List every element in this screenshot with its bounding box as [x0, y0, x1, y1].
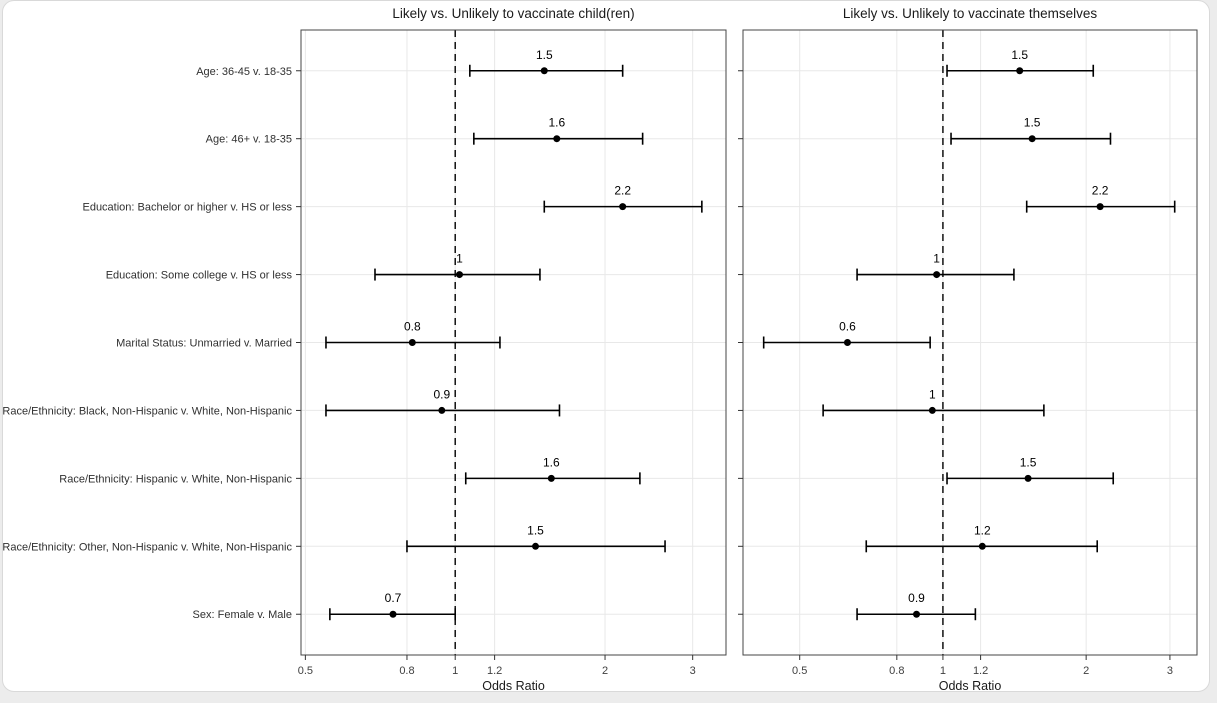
x-axis-title: Odds Ratio — [482, 679, 545, 693]
x-tick-label: 1.2 — [487, 665, 502, 677]
or-point — [540, 67, 548, 75]
panel-title-vaccinate-themselves: Likely vs. Unlikely to vaccinate themsel… — [842, 6, 1098, 21]
estimate-row: 1.5 — [469, 48, 624, 77]
or-point — [928, 406, 936, 414]
or-point — [547, 474, 555, 482]
estimate-row: 1 — [822, 387, 1045, 417]
estimate-row: 0.9 — [325, 387, 561, 417]
panel-title-vaccinate-children: Likely vs. Unlikely to vaccinate child(r… — [392, 6, 635, 21]
estimate-row: 1.5 — [406, 523, 666, 553]
estimate-row: 1.2 — [865, 523, 1099, 553]
estimate-row: 1 — [374, 252, 541, 281]
or-point — [1016, 67, 1024, 75]
category-label: Age: 36-45 v. 18-35 — [196, 66, 292, 78]
estimate-row: 1.5 — [946, 48, 1095, 77]
estimate-row: 0.8 — [325, 320, 501, 349]
or-value-label: 1 — [929, 387, 936, 401]
x-tick-label: 3 — [690, 665, 696, 677]
or-value-label: 0.9 — [908, 591, 925, 605]
or-value-label: 1.5 — [536, 48, 553, 62]
estimate-row: 2.2 — [1025, 184, 1176, 213]
or-value-label: 1.6 — [548, 116, 565, 130]
or-point — [1024, 474, 1032, 482]
x-axis-title: Odds Ratio — [939, 679, 1002, 693]
x-tick-label: 3 — [1167, 665, 1173, 677]
panel-1: 1.5 1.5 2.2 1 0.6 1 1.5 1.2 0.9 0.5 0.8 1 1.2 2 3 Odds … — [738, 29, 1198, 693]
or-point — [438, 406, 446, 414]
or-point — [978, 542, 986, 550]
category-label: Race/Ethnicity: Hispanic v. White, Non-H… — [59, 473, 292, 485]
category-label: Age: 46+ v. 18-35 — [206, 134, 292, 146]
or-point — [408, 339, 416, 346]
or-value-label: 1.6 — [543, 455, 560, 469]
or-point — [843, 339, 851, 346]
category-label: Race/Ethnicity: Other, Non-Hispanic v. W… — [2, 541, 292, 553]
y-axis-labels: Age: 36-45 v. 18-35 Age: 46+ v. 18-35 Educ… — [2, 66, 292, 621]
or-value-label: 2.2 — [614, 184, 631, 198]
estimate-row: 1.5 — [946, 455, 1115, 485]
estimate-row: 1 — [856, 252, 1015, 281]
estimate-row: 2.2 — [543, 184, 703, 213]
panel-0: 1.5 1.6 2.2 1 0.8 0.9 1.6 1.5 0.7 0.5 0.8 1 1.2 2 3 Odd… — [2, 29, 727, 693]
or-point — [455, 271, 463, 279]
or-point — [389, 610, 397, 618]
x-tick-label: 1.2 — [973, 665, 988, 677]
or-value-label: 1 — [456, 252, 463, 266]
category-label: Education: Some college v. HS or less — [106, 270, 293, 282]
x-tick-label: 1 — [452, 665, 458, 677]
or-value-label: 1 — [933, 252, 940, 266]
x-tick-label: 0.5 — [792, 665, 807, 677]
or-value-label: 0.9 — [433, 387, 450, 401]
estimate-row: 1.6 — [473, 116, 644, 145]
estimate-row: 1.5 — [950, 116, 1112, 145]
or-point — [553, 135, 561, 143]
x-tick-label: 1 — [940, 665, 946, 677]
estimate-row: 0.9 — [856, 591, 977, 621]
or-point — [619, 203, 627, 211]
or-value-label: 0.8 — [404, 320, 421, 334]
or-value-label: 1.2 — [974, 523, 991, 537]
or-value-label: 1.5 — [527, 523, 544, 537]
or-value-label: 1.5 — [1011, 48, 1028, 62]
or-point — [1096, 203, 1104, 211]
or-point — [913, 610, 921, 618]
plot-card — [2, 0, 1210, 692]
estimate-row: 1.6 — [464, 455, 641, 485]
or-point — [1028, 135, 1036, 143]
category-label: Education: Bachelor or higher v. HS or l… — [82, 202, 292, 214]
x-tick-label: 0.8 — [889, 665, 904, 677]
or-point — [933, 271, 941, 279]
estimate-row: 0.7 — [329, 591, 456, 621]
or-value-label: 0.7 — [385, 591, 402, 605]
or-value-label: 2.2 — [1092, 184, 1109, 198]
or-point — [532, 542, 540, 550]
category-label: Sex: Female v. Male — [193, 609, 292, 621]
estimate-row: 0.6 — [762, 320, 931, 349]
x-tick-label: 2 — [602, 665, 608, 677]
category-label: Marital Status: Unmarried v. Married — [116, 338, 292, 350]
x-tick-label: 2 — [1083, 665, 1089, 677]
or-value-label: 1.5 — [1020, 455, 1037, 469]
category-label: Race/Ethnicity: Black, Non-Hispanic v. W… — [2, 405, 292, 417]
x-tick-label: 0.5 — [298, 665, 313, 677]
x-tick-label: 0.8 — [399, 665, 414, 677]
or-value-label: 0.6 — [839, 320, 856, 334]
or-value-label: 1.5 — [1024, 116, 1041, 130]
